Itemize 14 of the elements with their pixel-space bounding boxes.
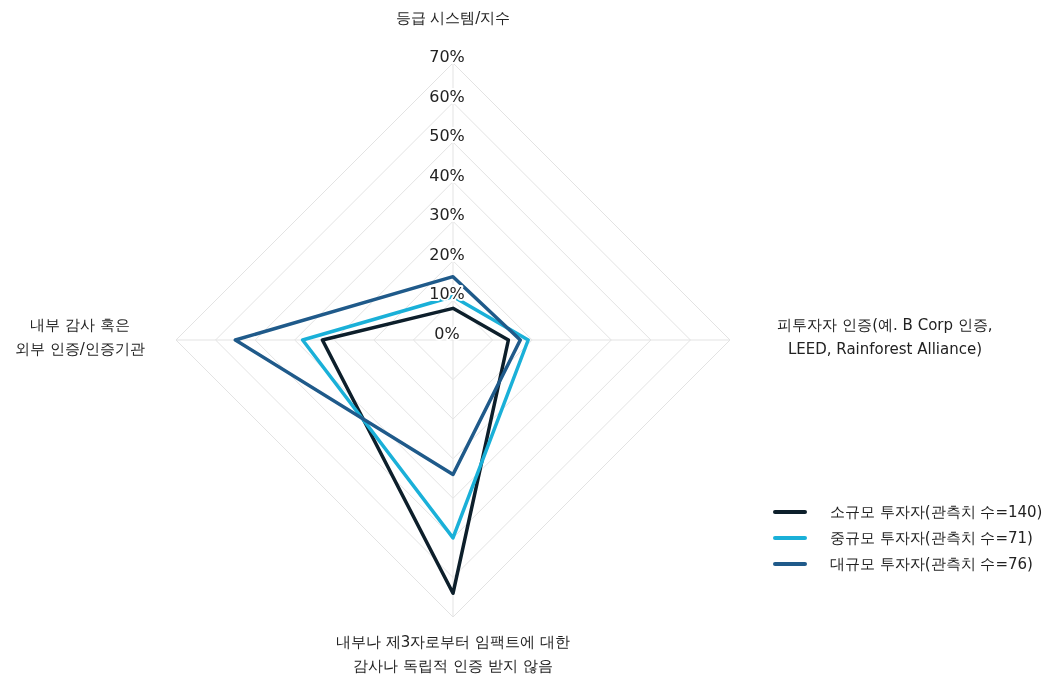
y-tick-label: 70% bbox=[429, 47, 465, 66]
y-tick-label: 0% bbox=[434, 324, 460, 343]
spoke-label: 등급 시스템/지수 bbox=[395, 9, 511, 27]
spoke-label: 내부 감사 혹은 외부 인증/인증기관 bbox=[15, 316, 145, 358]
spoke-label: 내부나 제3자로부터 임팩트에 대한 감사나 독립적 인증 받지 않음 bbox=[336, 633, 570, 675]
y-tick-label: 60% bbox=[429, 86, 465, 106]
legend-label: 대규모 투자자(관측치 수=76) bbox=[830, 555, 1033, 573]
y-tick-label: 20% bbox=[429, 244, 465, 264]
spoke-label: 피투자자 인증(예. B Corp 인증, LEED, Rainforest Alliance) bbox=[777, 316, 993, 358]
y-tick-label: 50% bbox=[429, 126, 465, 146]
y-tick-label: 40% bbox=[429, 165, 465, 185]
y-tick-label: 30% bbox=[429, 205, 465, 225]
legend-label: 소규모 투자자(관측치 수=140) bbox=[830, 503, 1043, 521]
legend-label: 중규모 투자자(관측치 수=71) bbox=[830, 529, 1033, 547]
